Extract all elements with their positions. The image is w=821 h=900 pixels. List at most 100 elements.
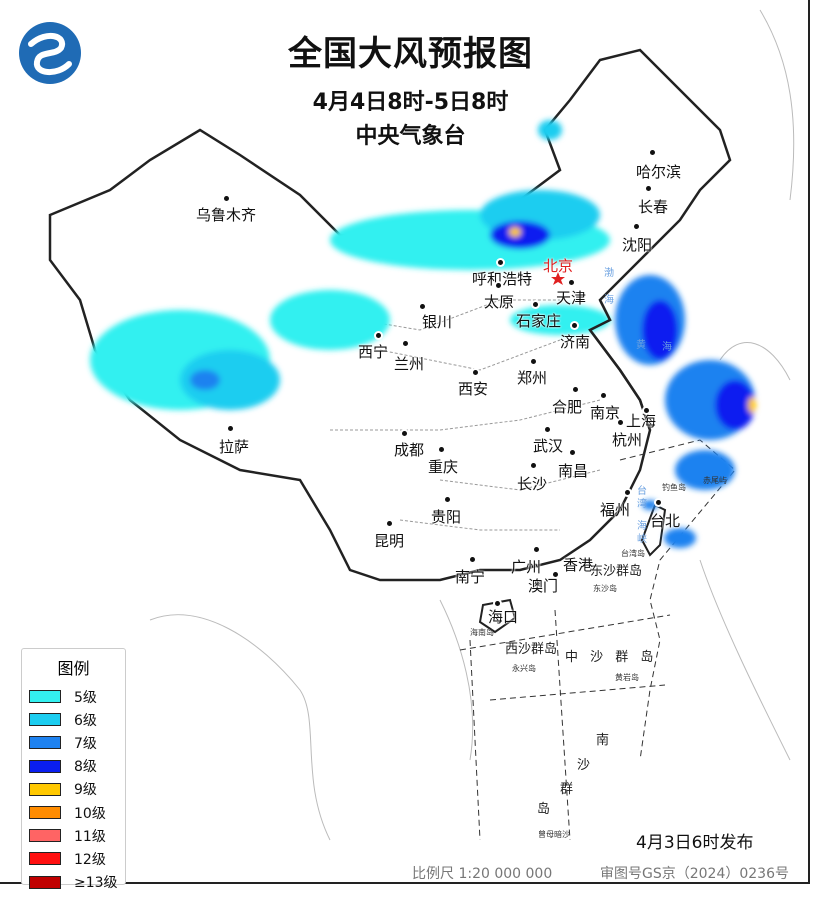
legend-label: 10级	[74, 805, 106, 822]
legend-swatch	[29, 713, 61, 727]
city-dot	[531, 463, 536, 468]
city-dot	[644, 408, 649, 413]
island-label: 西沙群岛	[505, 642, 558, 657]
sea-label: 海	[662, 342, 672, 353]
city-label: 贵阳	[431, 508, 462, 526]
city-dot	[545, 427, 550, 432]
sea-label: 台	[637, 486, 647, 497]
city-dot	[573, 387, 578, 392]
city-dot	[533, 302, 538, 307]
coastline	[588, 299, 652, 431]
city-label: 武汉	[533, 437, 564, 455]
city-label: 南昌	[558, 462, 589, 480]
legend-item: ≥13级	[22, 871, 125, 894]
issued-time: 4月3日6时发布	[636, 833, 754, 853]
sea-label: 渤	[604, 268, 614, 279]
city-label: 成都	[394, 441, 425, 459]
legend-swatch	[29, 806, 61, 820]
city-dot	[570, 450, 575, 455]
city-dot	[531, 359, 536, 364]
province-borders	[299, 299, 601, 531]
city-label: 杭州	[612, 431, 643, 449]
scale-text: 比例尺 1:20 000 000	[412, 866, 553, 882]
legend-label: 6级	[74, 712, 97, 729]
city-dot	[569, 280, 574, 285]
city-dot	[376, 333, 381, 338]
city-dot	[420, 304, 425, 309]
city-dot	[439, 447, 444, 452]
legend-swatch	[29, 875, 61, 889]
city-label: 澳门	[528, 577, 559, 595]
legend-label: 9级	[74, 782, 97, 799]
city-dot	[445, 497, 450, 502]
wind-areas	[90, 120, 756, 548]
hainan-outline	[478, 598, 517, 634]
island-label: 赤尾屿	[703, 476, 727, 485]
city-label: 太原	[484, 293, 515, 311]
legend-item: 6级	[22, 708, 125, 731]
legend-label: 12级	[74, 851, 106, 868]
island-label: 群	[560, 782, 574, 797]
island-label: 海南岛	[470, 628, 494, 637]
legend: 图例 5级 6级 7级 8级 9级 10级 11级 12级 ≥13级	[21, 648, 126, 891]
city-dot	[387, 521, 392, 526]
city-label: 合肥	[552, 398, 583, 416]
city-dot	[650, 150, 655, 155]
city-label: 重庆	[428, 458, 459, 476]
legend-swatch	[29, 690, 61, 704]
city-label: 西安	[458, 380, 489, 398]
city-dot	[473, 370, 478, 375]
legend-label: 7级	[74, 735, 97, 752]
legend-item: 7级	[22, 731, 125, 754]
city-dot	[224, 196, 229, 201]
legend-item: 5级	[22, 685, 125, 708]
map-approval-number: 审图号GS京（2024）0236号	[600, 866, 789, 882]
city-label: 哈尔滨	[636, 163, 682, 181]
city-label: 银川	[422, 313, 453, 331]
city-dot	[470, 557, 475, 562]
city-dot	[572, 323, 577, 328]
city-dot	[646, 186, 651, 191]
sea-label: 黄	[636, 340, 646, 351]
city-dot	[625, 490, 630, 495]
map-title: 全国大风预报图	[288, 34, 533, 74]
legend-swatch	[29, 782, 61, 796]
map-frame	[0, 0, 810, 884]
city-dot	[402, 431, 407, 436]
legend-swatch	[29, 736, 61, 750]
island-label: 南	[596, 733, 610, 748]
city-label: 香港	[563, 556, 594, 574]
city-label: 石家庄	[516, 312, 562, 330]
city-dot	[495, 601, 500, 606]
capital-label: 北京	[543, 257, 574, 275]
city-dot	[228, 426, 233, 431]
island-label: 黄岩岛	[615, 673, 639, 682]
taiwan-outline	[640, 503, 667, 557]
legend-item: 9级	[22, 778, 125, 801]
city-label: 昆明	[374, 532, 405, 550]
legend-swatch	[29, 759, 61, 773]
city-dot	[534, 547, 539, 552]
island-label: 永兴岛	[512, 664, 536, 673]
island-label: 台湾岛	[621, 549, 645, 558]
island-label: 曾母暗沙	[538, 830, 570, 839]
island-label: 岛	[537, 802, 551, 817]
city-label: 长春	[638, 198, 669, 216]
city-dot	[498, 260, 503, 265]
city-label: 长沙	[517, 475, 548, 493]
island-label: 东沙群岛	[590, 564, 643, 579]
city-label: 广州	[511, 558, 542, 576]
city-label: 呼和浩特	[472, 270, 533, 288]
city-label: 沈阳	[622, 236, 653, 254]
beijing-star-icon	[551, 272, 565, 285]
island-label: 沙	[577, 758, 591, 773]
neighbor-coastline	[149, 9, 795, 841]
city-dot	[403, 341, 408, 346]
city-label: 海口	[488, 608, 519, 626]
city-label: 郑州	[517, 369, 548, 387]
legend-title: 图例	[57, 659, 90, 678]
legend-label: ≥13级	[74, 875, 118, 892]
legend-item: 10级	[22, 801, 125, 824]
city-label: 台北	[650, 512, 681, 530]
legend-swatch	[29, 852, 61, 866]
